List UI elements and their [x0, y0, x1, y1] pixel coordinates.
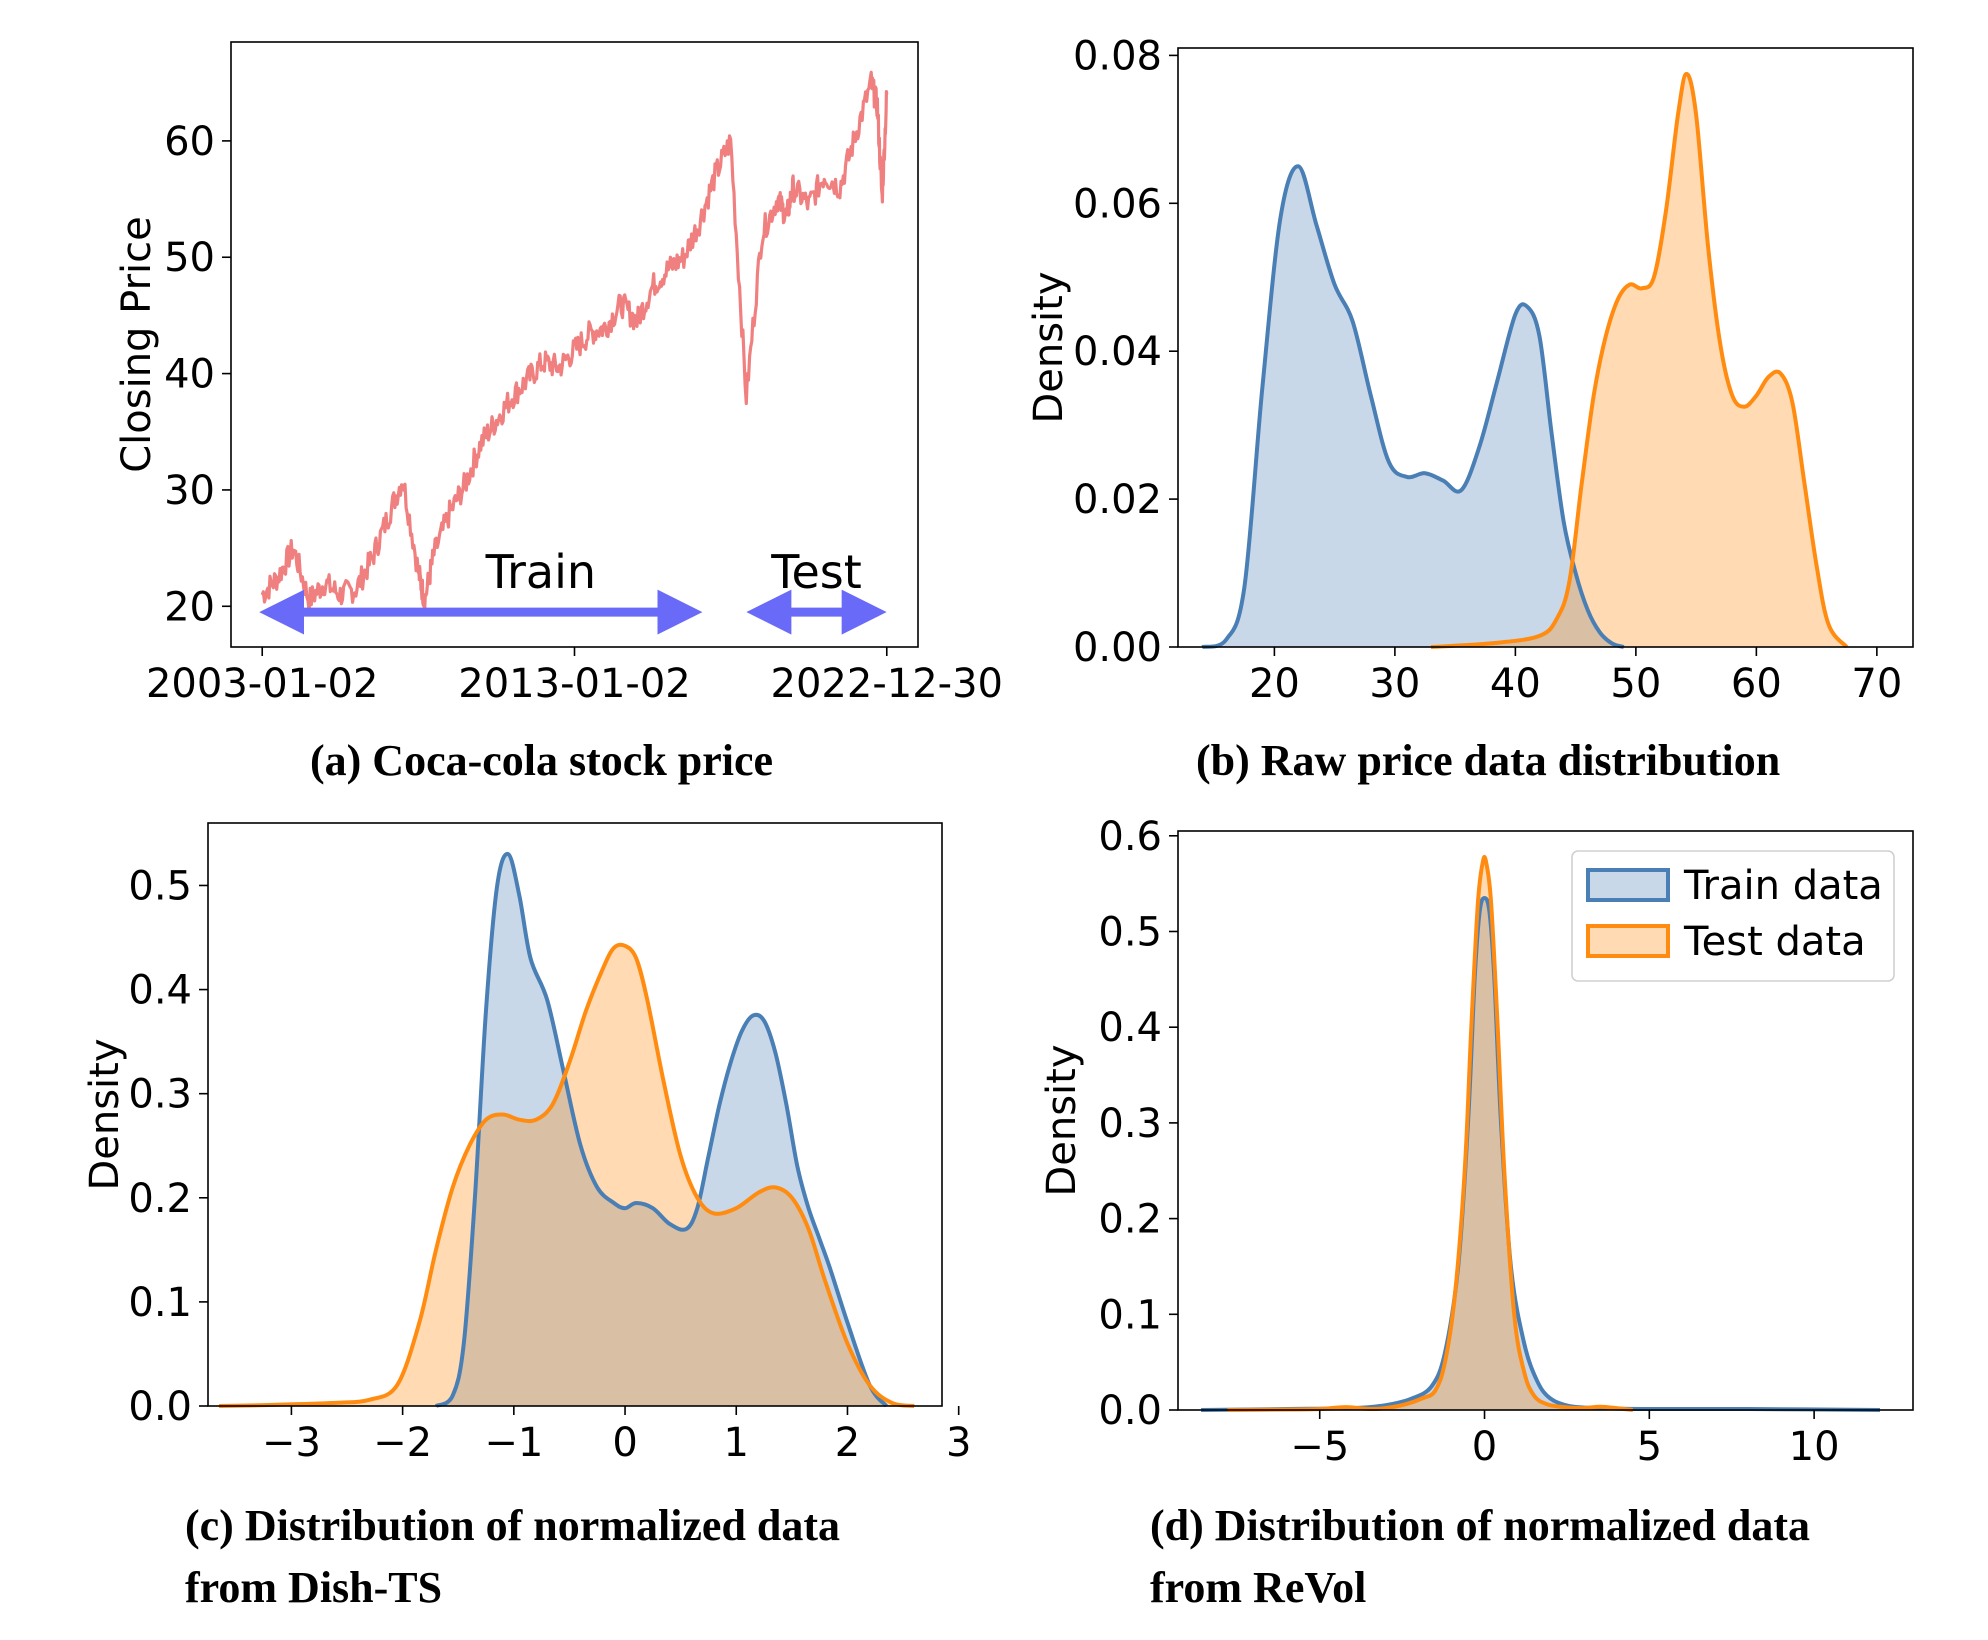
panel-a-ytick-label: 50	[164, 235, 215, 281]
caption-d-line1: (d) Distribution of normalized data	[1150, 1501, 1810, 1550]
panel-d-ytick-label: 0.1	[1098, 1292, 1162, 1338]
panel-d-test-curve	[1227, 855, 1634, 1412]
panel-c-ytick-label: 0.3	[128, 1072, 192, 1118]
panel-b-xtick-label: 30	[1369, 661, 1420, 707]
panel-b-test-fill	[1431, 73, 1847, 647]
panel-b-axes-frame	[1177, 47, 1914, 648]
panel-a-ytick-label: 60	[164, 119, 215, 165]
panel-c-xtick-label: −3	[262, 1420, 321, 1466]
panel-d-legend-box	[1571, 850, 1895, 982]
caption-a-text: (a) Coca-cola stock price	[310, 736, 774, 785]
panel-c-xtick-label: −1	[484, 1420, 543, 1466]
panel-d-ytick-label: 0.2	[1098, 1197, 1162, 1243]
panel-c-axes-frame	[207, 822, 943, 1407]
panel-b-xtick-label: 40	[1490, 661, 1541, 707]
caption-d: (d) Distribution of normalized data from …	[1150, 1495, 1810, 1619]
panel-b-ytick-label: 0.00	[1073, 625, 1162, 671]
panel-c-test-curve	[219, 942, 915, 1408]
panel-a-ytick-label: 20	[164, 584, 215, 630]
caption-b: (b) Raw price data distribution	[1196, 730, 1780, 792]
panel-b-xtick-label: 60	[1731, 661, 1782, 707]
panel-d-legend-label-train: Train data	[1683, 863, 1883, 909]
panel-d-ytick-label: 0.6	[1098, 814, 1162, 860]
panel-d-legend: Train data Test data	[1571, 850, 1895, 982]
panel-d-xtick-label: 10	[1789, 1424, 1840, 1470]
panel-b-xtick-label: 70	[1851, 661, 1902, 707]
panel-a-ytick-label: 40	[164, 352, 215, 398]
panel-a-xtick-label: 2003-01-02	[146, 661, 378, 707]
panel-c-xtick-label: −2	[373, 1420, 432, 1466]
panel-a-xtick-label: 2022-12-30	[771, 661, 1003, 707]
panel-a-test-label: Test	[770, 545, 862, 599]
panel-c-xtick-label: 2	[835, 1420, 860, 1466]
panel-d-ytick-label: 0.0	[1098, 1388, 1162, 1434]
panel-d-xtick-label: −5	[1290, 1424, 1349, 1470]
caption-c-line2: from Dish-TS	[185, 1563, 443, 1612]
panel-a-xtick-label: 2013-01-02	[458, 661, 690, 707]
panel-c-xtick-label: 3	[946, 1420, 971, 1466]
panel-b-train-curve	[1201, 164, 1625, 649]
caption-d-line2: from ReVol	[1150, 1563, 1367, 1612]
panel-d-axes-frame	[1177, 830, 1914, 1411]
panel-c-ytick-label: 0.1	[128, 1280, 192, 1326]
panel-c-ytick-label: 0.4	[128, 968, 192, 1014]
panel-c-test-fill	[219, 944, 915, 1406]
caption-a: (a) Coca-cola stock price	[310, 730, 773, 792]
panel-a-ylabel: Closing Price	[114, 216, 160, 473]
panel-c-train-fill	[436, 853, 887, 1406]
panel-b-test-curve	[1430, 71, 1849, 649]
panel-b-xtick-label: 50	[1610, 661, 1661, 707]
panel-b-ylabel: Density	[1026, 271, 1072, 423]
panel-b-ytick-label: 0.08	[1073, 33, 1162, 79]
panel-d-legend-swatch-test	[1586, 924, 1670, 958]
panel-c-ytick-label: 0.0	[128, 1384, 192, 1430]
panel-a-train-label: Train	[485, 545, 596, 599]
panel-c-xtick-label: 0	[612, 1420, 637, 1466]
panel-d-xtick-label: 0	[1472, 1424, 1497, 1470]
panel-d-legend-label-test: Test data	[1683, 919, 1866, 965]
panel-c-dishts-distribution: 0.0 0.1 0.2 0.3 0.4 0.5 −3 −2 −1 0 1 2 3 Density	[82, 822, 971, 1466]
panel-d-ytick-label: 0.4	[1098, 1005, 1162, 1051]
panel-c-xtick-label: 1	[724, 1420, 749, 1466]
panel-d-xtick-label: 5	[1637, 1424, 1662, 1470]
panel-d-ylabel: Density	[1039, 1044, 1085, 1196]
panel-a-ytick-label: 30	[164, 468, 215, 514]
panel-c-train-curve	[434, 852, 888, 1408]
panel-b-ytick-label: 0.06	[1073, 181, 1162, 227]
panel-d-ytick-label: 0.3	[1098, 1101, 1162, 1147]
panel-b-ytick-label: 0.02	[1073, 477, 1162, 523]
panel-a-price-line	[260, 70, 889, 615]
panel-a-stock-price: 20 30 40 50 60 2003-01-02 2013-01-02 2022-12-30…	[114, 41, 1003, 707]
caption-c: (c) Distribution of normalized data from …	[185, 1495, 840, 1619]
caption-b-text: (b) Raw price data distribution	[1196, 736, 1781, 785]
panel-b-train-fill	[1202, 166, 1624, 647]
panel-c-ylabel: Density	[82, 1038, 128, 1190]
panel-c-ytick-label: 0.5	[128, 863, 192, 909]
panel-b-ytick-label: 0.04	[1073, 329, 1162, 375]
panel-b-xtick-label: 20	[1249, 661, 1300, 707]
caption-c-line1: (c) Distribution of normalized data	[185, 1501, 841, 1550]
panel-d-legend-swatch-train	[1586, 868, 1670, 902]
panel-b-raw-distribution: 0.00 0.02 0.04 0.06 0.08 20 30 40 50 60 70 Density	[1026, 33, 1914, 707]
panel-d-ytick-label: 0.5	[1098, 909, 1162, 955]
panel-d-revol-distribution: 0.0 0.1 0.2 0.3 0.4 0.5 0.6 −5 0 5 10 Density Train …	[1039, 814, 1914, 1470]
panel-c-ytick-label: 0.2	[128, 1176, 192, 1222]
